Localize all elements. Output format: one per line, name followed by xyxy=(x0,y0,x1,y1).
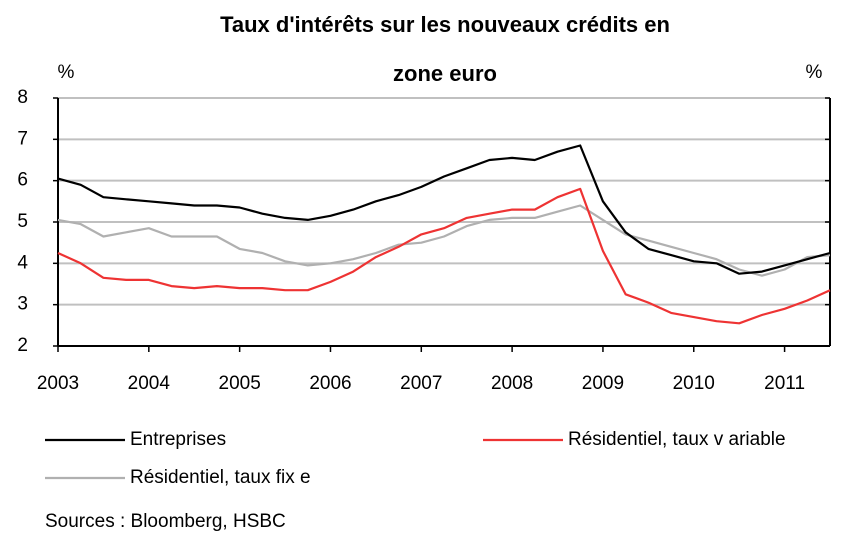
x-tick-label: 2008 xyxy=(491,373,533,394)
x-tick-label: 2011 xyxy=(764,373,805,394)
y2-axis-label: % xyxy=(806,62,823,83)
y-tick-label: 2 xyxy=(17,335,28,356)
legend-label: Entreprises xyxy=(130,429,226,450)
y-tick-label: 4 xyxy=(17,252,28,273)
x-tick-label: 2009 xyxy=(582,373,624,394)
chart-title: Taux d'intérêts sur les nouveaux crédits… xyxy=(220,12,670,37)
y-tick-label: 7 xyxy=(17,128,28,149)
x-tick-label: 2006 xyxy=(309,373,351,394)
x-tick-label: 2005 xyxy=(219,373,261,394)
y-tick-label: 6 xyxy=(17,170,28,191)
x-tick-label: 2010 xyxy=(673,373,715,394)
y-tick-label: 8 xyxy=(17,87,28,108)
series-line xyxy=(57,144,831,275)
y-tick-label: 5 xyxy=(17,211,28,232)
x-tick-label: 2004 xyxy=(128,373,171,394)
x-tick-label: 2003 xyxy=(37,373,79,394)
legend-label: Résidentiel, taux v ariable xyxy=(568,429,786,450)
chart-title: zone euro xyxy=(393,61,497,86)
series-line xyxy=(57,187,831,325)
y-tick-label: 3 xyxy=(17,294,28,315)
x-tick-label: 2007 xyxy=(400,373,442,394)
y-axis-label: % xyxy=(58,62,75,83)
legend-label: Résidentiel, taux fix e xyxy=(130,467,311,488)
series-line xyxy=(57,204,831,277)
source: Sources : Bloomberg, HSBC xyxy=(45,511,286,532)
